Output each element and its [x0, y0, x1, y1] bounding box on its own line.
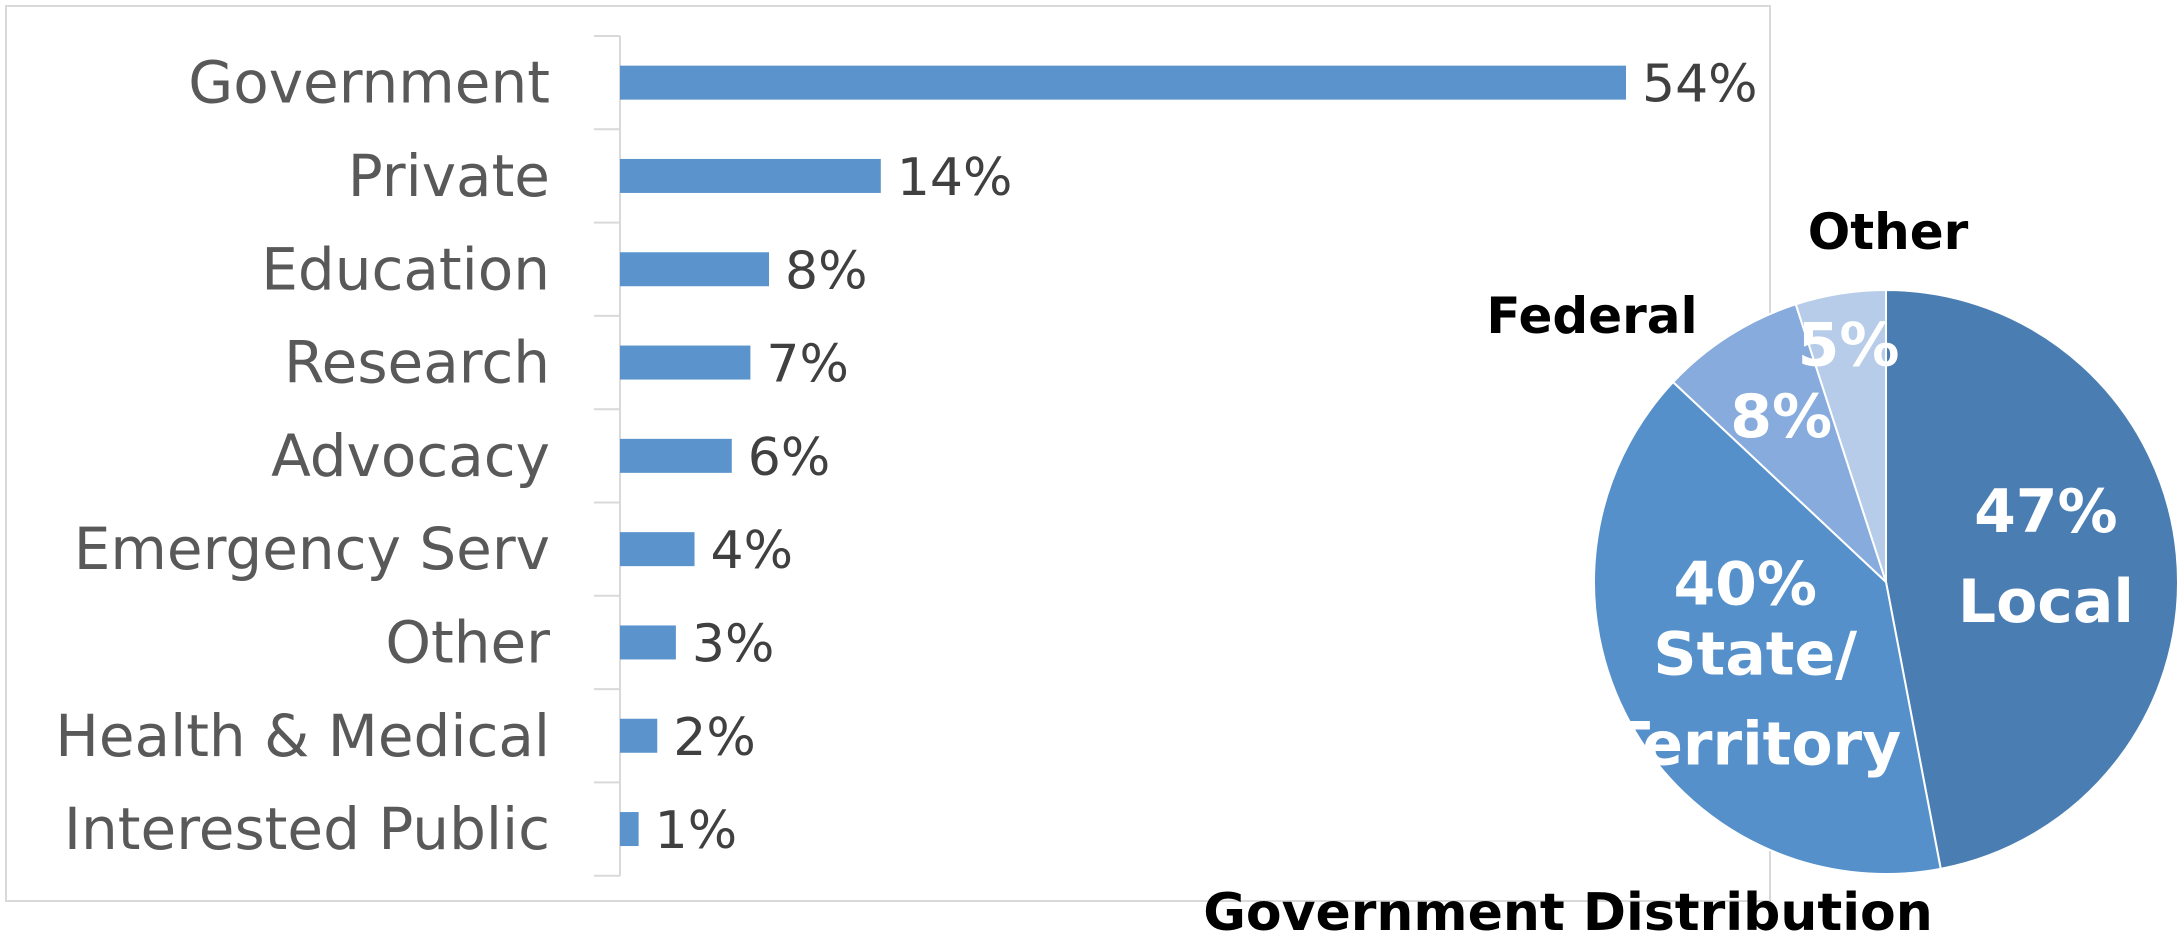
bar-education — [620, 252, 770, 287]
pie-chart-title: Government Distribution — [1203, 883, 1933, 940]
pie-slice-federal — [1671, 303, 1887, 583]
pie-chart: 47% Local 40%State/Territory 8% Federal 5% Oth… — [1203, 203, 2179, 940]
category-label-health-medical: Health & Medical — [55, 702, 550, 770]
pie-name-label-state-territory: State/ — [1653, 619, 1857, 689]
bar-research — [620, 345, 751, 380]
pie-slice-state-territory — [1593, 380, 1942, 875]
pie-slice-local — [1885, 288, 2179, 870]
bar-other — [620, 625, 676, 660]
category-label-education: Education — [261, 235, 550, 303]
value-label-interested-public: 1% — [655, 801, 738, 861]
pie-value-label-other: 5% — [1798, 311, 1900, 381]
pie-name-label-federal: Federal — [1486, 287, 1697, 345]
value-label-health-medical: 2% — [673, 708, 756, 768]
pie-slice-other — [1794, 288, 1887, 583]
value-label-other: 3% — [692, 614, 775, 674]
pie-name-label-other: Other — [1808, 203, 1969, 261]
pie-name-label-state-territory: Territory — [1609, 709, 1901, 779]
bar-emergency-serv — [620, 532, 695, 567]
value-label-advocacy: 6% — [748, 428, 831, 488]
value-label-research: 7% — [766, 335, 849, 395]
pie-value-label-local: 47% — [1974, 477, 2118, 547]
category-label-research: Research — [284, 329, 550, 397]
value-label-government: 54% — [1642, 55, 1758, 115]
category-label-interested-public: Interested Public — [64, 795, 550, 863]
category-label-private: Private — [348, 142, 550, 210]
category-label-advocacy: Advocacy — [271, 422, 550, 490]
value-label-private: 14% — [897, 148, 1013, 208]
value-label-education: 8% — [785, 241, 868, 301]
pie-value-label-state-territory: 40% — [1673, 549, 1817, 619]
bar-advocacy — [620, 438, 732, 473]
pie-value-label-federal: 8% — [1730, 382, 1832, 452]
category-label-other: Other — [385, 608, 550, 676]
category-label-emergency-serv: Emergency Serv — [74, 515, 550, 583]
bar-interested-public — [620, 812, 639, 847]
category-label-government: Government — [188, 49, 550, 117]
bar-government — [620, 65, 1626, 100]
bar-health-medical — [620, 718, 658, 753]
pie-name-label-local: Local — [1958, 567, 2134, 637]
value-label-emergency-serv: 4% — [711, 521, 794, 581]
bar-chart: Government 54% Private 14% Education 8% Resear… — [55, 35, 1758, 877]
bar-private — [620, 158, 881, 193]
bar-chart-frame — [5, 5, 1771, 902]
